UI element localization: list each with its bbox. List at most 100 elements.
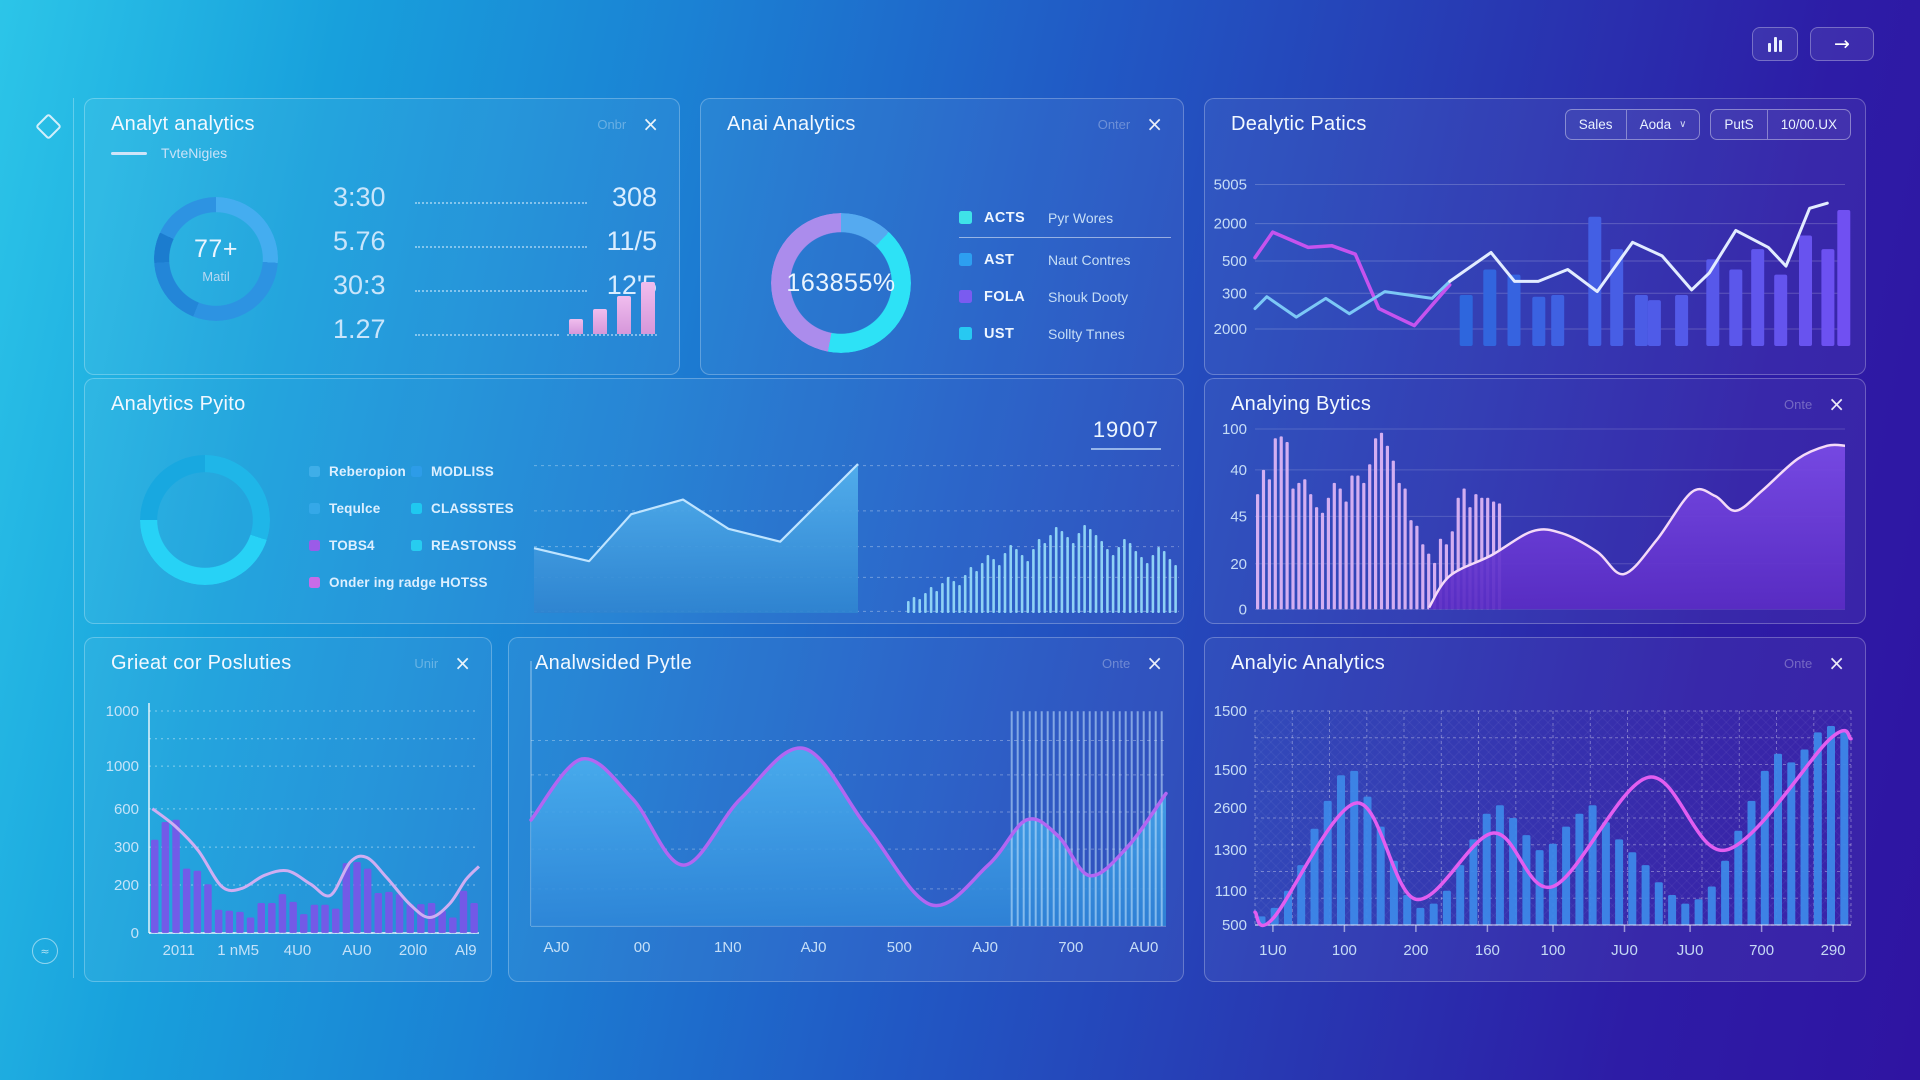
close-icon[interactable]: ×: [1828, 651, 1845, 675]
panel-title: Analytics Pyito: [111, 393, 246, 415]
stat-row: 5.76 11/5: [333, 213, 657, 257]
bar: [214, 909, 223, 933]
stats-button[interactable]: [1752, 27, 1798, 61]
bar: [1168, 559, 1172, 613]
bar: [1309, 494, 1313, 610]
legend-label: Reberopion: [329, 464, 407, 479]
x-tick-label: 100: [1540, 942, 1565, 959]
bar: [918, 599, 921, 613]
bar: [182, 868, 191, 933]
y-tick-label: 100: [1222, 421, 1247, 438]
bar: [907, 601, 910, 613]
mini-bar: [617, 296, 631, 334]
bar: [998, 565, 1001, 613]
bar: [1338, 488, 1342, 610]
chevron-down-icon: ∨: [1679, 119, 1687, 130]
bar: [1462, 488, 1466, 610]
close-icon[interactable]: ×: [1828, 392, 1845, 416]
panel-close: Unir ×: [414, 651, 471, 675]
stat-value: 11/5: [606, 226, 657, 256]
aoda-dropdown[interactable]: Aoda ∨: [1625, 110, 1700, 139]
y-tick-label: 300: [1222, 285, 1247, 302]
panel-grieat-cor-posluties: Grieat cor Posluties Unir × 1000 1000 600 3…: [84, 637, 492, 982]
x-tick-label: AU0: [1129, 939, 1158, 956]
stat-label: 5.76: [333, 226, 386, 256]
y-tick-label: 1000: [106, 703, 139, 720]
bar: [289, 901, 297, 933]
bar: [1003, 553, 1007, 613]
donut-value: 163855%: [786, 268, 896, 297]
bar: [321, 904, 329, 933]
bar: [151, 839, 159, 933]
panel-title: Analwsided Pytle: [535, 652, 693, 674]
bar: [438, 910, 446, 933]
bar: [193, 870, 202, 933]
bar: [1483, 269, 1497, 346]
y-tick-label: 500: [1222, 253, 1247, 270]
bar: [1332, 482, 1336, 610]
series-label: TvteNigies: [161, 145, 228, 161]
sales-dropdown[interactable]: Sales: [1566, 110, 1626, 139]
panel-title: Analyic Analytics: [1231, 652, 1386, 674]
x-tick-label: 700: [1749, 942, 1774, 959]
bar: [1094, 535, 1098, 613]
posluties-combo-chart: 1000 1000 600 300 200 0 2011 1 nM5 4U0 AU0 20l0 Al9: [106, 703, 481, 959]
legend-divider: [959, 237, 1171, 238]
donut-label: Matil: [202, 268, 230, 284]
dropdown-label: Sales: [1578, 117, 1613, 132]
grid-texture: [1255, 711, 1851, 925]
y-tick-label: 1000: [106, 758, 139, 775]
wave-line: [1427, 443, 1846, 609]
bar: [1162, 551, 1166, 613]
close-icon[interactable]: ×: [454, 651, 471, 675]
bar: [1675, 295, 1689, 346]
wave-circle-icon[interactable]: ≈: [32, 938, 58, 964]
legend-label: Tequlce: [329, 501, 381, 516]
y-tick-label: 1500: [1214, 762, 1247, 779]
panel-analying-bytics: Analying Bytics Onte × 100 40 45 20 0: [1204, 378, 1866, 624]
arrow-right-icon: →: [1834, 33, 1850, 55]
bar: [1362, 482, 1366, 610]
legend-label: Onder ing radge HOTSS: [329, 575, 488, 590]
bar: [1256, 494, 1260, 610]
donut-chart: 77+ Matil: [154, 197, 278, 321]
diamond-icon[interactable]: [35, 113, 62, 140]
panel-title: Analying Bytics: [1231, 393, 1372, 415]
x-tick-label: 2011: [163, 942, 195, 959]
bar: [417, 904, 425, 933]
x-tick-label: 100: [1332, 942, 1357, 959]
topbar-buttons: →: [1752, 27, 1874, 61]
bar: [1468, 507, 1472, 610]
range-dropdown[interactable]: 10/00.UX: [1766, 110, 1850, 139]
next-button[interactable]: →: [1810, 27, 1874, 61]
bar: [1054, 527, 1058, 613]
bar: [1303, 479, 1307, 610]
bar: [1821, 249, 1835, 346]
close-icon[interactable]: ×: [642, 112, 659, 136]
bar: [1037, 539, 1041, 613]
bar: [952, 581, 956, 613]
legend-label: MODLISS: [431, 464, 494, 479]
puts-dropdown[interactable]: PutS: [1711, 110, 1766, 139]
close-icon[interactable]: ×: [1146, 112, 1163, 136]
y-tick-label: 1500: [1214, 703, 1247, 720]
bar: [310, 904, 319, 933]
donut-value: 77+: [194, 234, 238, 263]
panel-analytics-pyito: Analytics Pyito Reberopion MODLISS Tequlce…: [84, 378, 1184, 624]
y-tick-label: 40: [1230, 462, 1247, 479]
stat-label: 30:3: [333, 270, 386, 300]
rail-divider: [73, 98, 74, 978]
panel-title: Analyt analytics: [111, 113, 255, 135]
close-icon[interactable]: ×: [1146, 651, 1163, 675]
panel-title: Anai Analytics: [727, 113, 856, 135]
bar: [1774, 274, 1788, 346]
bar: [1551, 295, 1565, 346]
bar: [1456, 497, 1460, 610]
legend-label: CLASSSTES: [431, 501, 514, 516]
y-tick-label: 2600: [1214, 800, 1247, 817]
bar: [1385, 445, 1389, 610]
dropdown-label: Aoda: [1639, 117, 1672, 132]
bar: [1134, 551, 1138, 613]
legend-item: CLASSSTES: [411, 501, 514, 516]
